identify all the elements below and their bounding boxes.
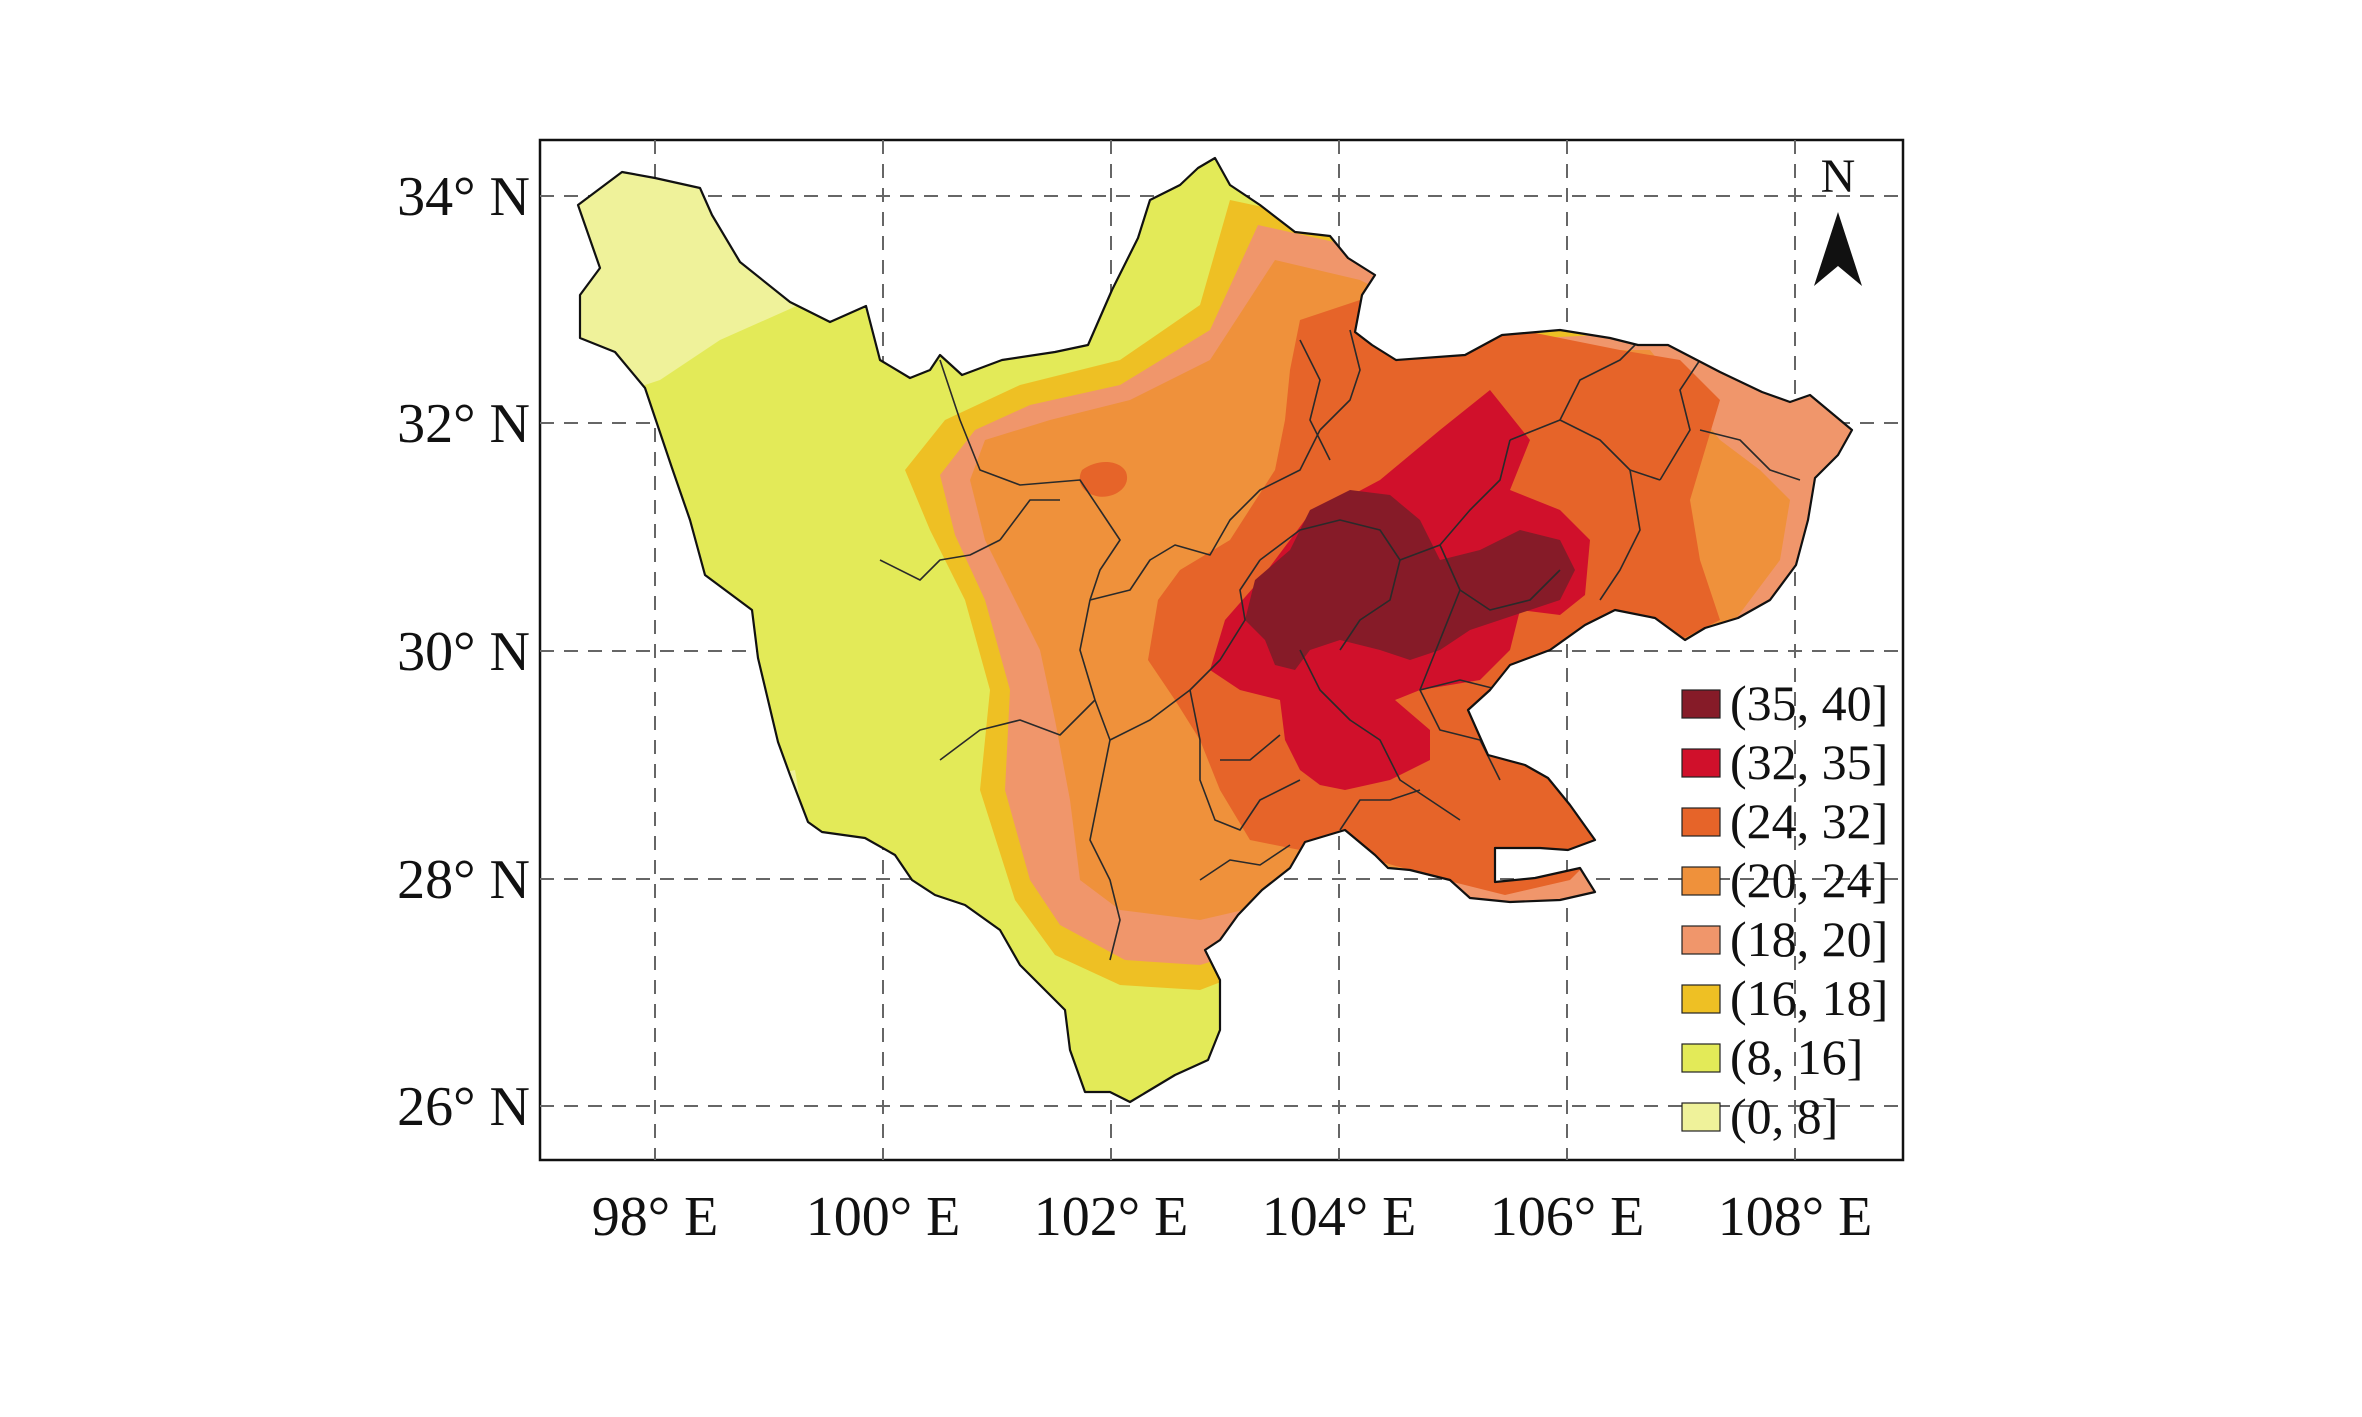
legend: (35, 40] (32, 35] (24, 32] (20, 24] (18,… [1681, 675, 1888, 1144]
legend-item: (20, 24] [1681, 852, 1888, 908]
legend-swatch [1681, 1102, 1721, 1132]
legend-label: (18, 20] [1730, 911, 1888, 967]
band-35-40 [1245, 490, 1575, 670]
legend-item: (32, 35] [1681, 734, 1888, 790]
y-tick-label: 26° N [397, 1076, 530, 1138]
legend-label: (24, 32] [1730, 793, 1888, 849]
legend-label: (20, 24] [1730, 852, 1888, 908]
legend-item: (0, 8] [1681, 1088, 1838, 1144]
x-tick-label: 100° E [806, 1186, 961, 1248]
legend-swatch [1681, 807, 1721, 837]
band-24-32-spot [1079, 461, 1128, 497]
y-axis-labels: 34° N 32° N 30° N 28° N 26° N [397, 166, 530, 1138]
county-boundaries [879, 329, 1801, 961]
legend-label: (0, 8] [1730, 1088, 1838, 1144]
legend-label: (8, 16] [1730, 1029, 1863, 1085]
y-tick-label: 28° N [397, 849, 530, 911]
legend-item: (24, 32] [1681, 793, 1888, 849]
legend-label: (16, 18] [1730, 970, 1888, 1026]
legend-swatch [1681, 866, 1721, 896]
legend-label: (32, 35] [1730, 734, 1888, 790]
x-tick-label: 102° E [1034, 1186, 1189, 1248]
x-tick-label: 108° E [1718, 1186, 1873, 1248]
y-tick-label: 34° N [397, 166, 530, 228]
legend-label: (35, 40] [1730, 675, 1888, 731]
y-tick-label: 32° N [397, 393, 530, 455]
y-tick-label: 30° N [397, 621, 530, 683]
legend-item: (18, 20] [1681, 911, 1888, 967]
legend-item: (8, 16] [1681, 1029, 1863, 1085]
legend-swatch [1681, 925, 1721, 955]
legend-swatch [1681, 689, 1721, 719]
legend-swatch [1681, 1043, 1721, 1073]
north-arrow: N [1814, 150, 1862, 286]
x-tick-label: 98° E [592, 1186, 719, 1248]
legend-item: (35, 40] [1681, 675, 1888, 731]
x-tick-label: 104° E [1262, 1186, 1417, 1248]
x-tick-label: 106° E [1490, 1186, 1645, 1248]
north-arrow-icon [1814, 212, 1862, 286]
legend-item: (16, 18] [1681, 970, 1888, 1026]
legend-swatch [1681, 748, 1721, 778]
x-axis-labels: 98° E 100° E 102° E 104° E 106° E 108° E [592, 1186, 1873, 1248]
legend-swatch [1681, 984, 1721, 1014]
north-label: N [1821, 150, 1856, 203]
